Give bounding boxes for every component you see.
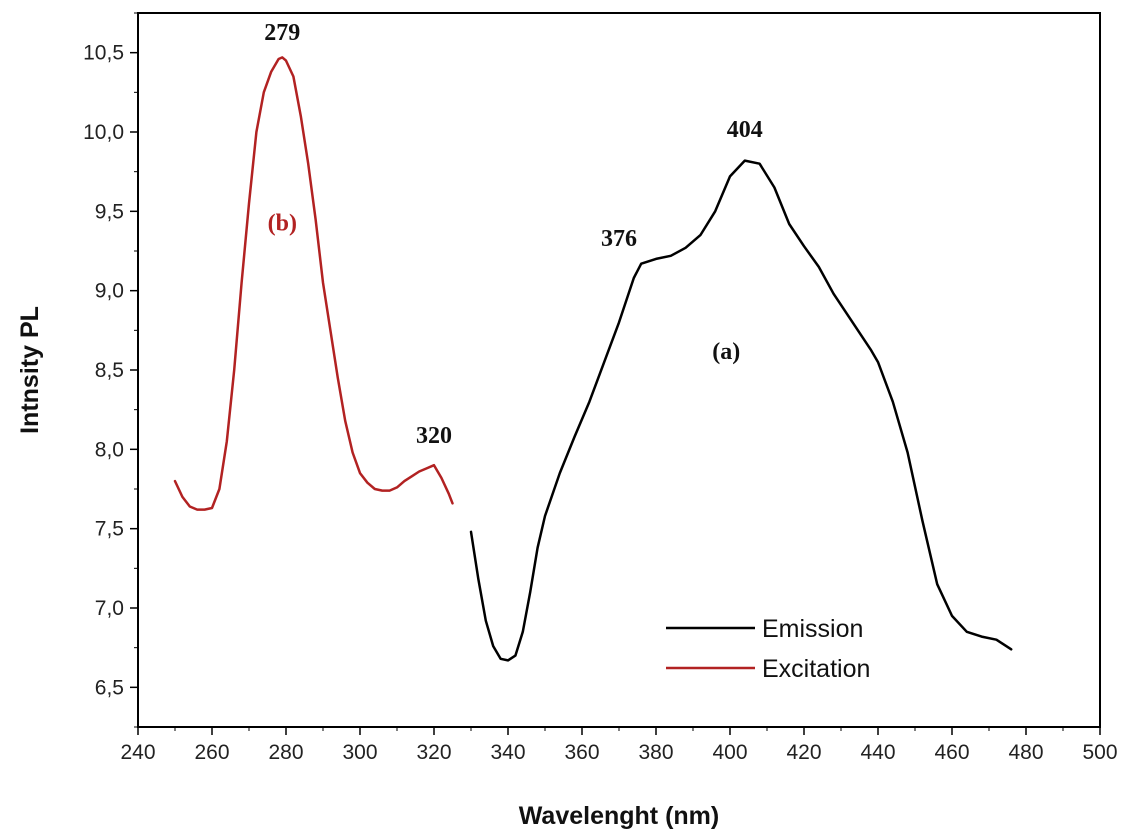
annotation-layer: 279 (b) 320 376 404 (a)	[264, 20, 763, 449]
x-tick-label: 400	[712, 741, 747, 764]
x-tick-label: 480	[1008, 741, 1043, 764]
x-tick-label: 320	[416, 741, 451, 764]
x-tick-label: 240	[120, 741, 155, 764]
x-tick-label: 280	[268, 741, 303, 764]
series-line-excitation	[173, 56, 454, 511]
peak-annotation: 404	[727, 117, 763, 143]
peak-annotation: (b)	[268, 210, 297, 236]
y-tick-label: 8,0	[95, 438, 124, 461]
peak-annotation: 279	[264, 20, 300, 46]
x-axis-title: Wavelenght (nm)	[519, 802, 719, 830]
series-layer	[173, 56, 1013, 662]
peak-annotation: (a)	[712, 339, 740, 365]
x-axis-ticks: 240 260 280 300 320 340 360 380 400 420 440 460 480 5…	[120, 727, 1118, 764]
peak-annotation: 376	[601, 226, 637, 252]
y-tick-label: 7,0	[95, 597, 124, 620]
y-tick-label: 9,5	[95, 200, 124, 223]
x-tick-label: 260	[194, 741, 229, 764]
x-tick-label: 300	[342, 741, 377, 764]
legend-label-emission: Emission	[762, 615, 863, 643]
x-tick-label: 460	[934, 741, 969, 764]
x-tick-label: 340	[490, 741, 525, 764]
legend: Emission Excitation	[666, 615, 870, 683]
y-tick-label: 7,5	[95, 518, 124, 541]
legend-label-excitation: Excitation	[762, 655, 870, 683]
y-axis-ticks: 6,5 7,0 7,5 8,0 8,5 9,0 9,5 10,0 10,5	[83, 12, 138, 728]
y-tick-label: 8,5	[95, 359, 124, 382]
series-line-emission	[469, 159, 1013, 662]
x-tick-label: 440	[860, 741, 895, 764]
y-tick-label: 9,0	[95, 280, 124, 303]
y-tick-label: 6,5	[95, 676, 124, 699]
x-tick-label: 500	[1082, 741, 1117, 764]
peak-annotation: 320	[416, 423, 452, 449]
x-tick-label: 380	[638, 741, 673, 764]
x-tick-label: 360	[564, 741, 599, 764]
y-tick-label: 10,0	[83, 121, 124, 144]
x-tick-label: 420	[786, 741, 821, 764]
y-axis-title: Intnsity PL	[16, 306, 44, 434]
y-tick-label: 10,5	[83, 42, 124, 65]
